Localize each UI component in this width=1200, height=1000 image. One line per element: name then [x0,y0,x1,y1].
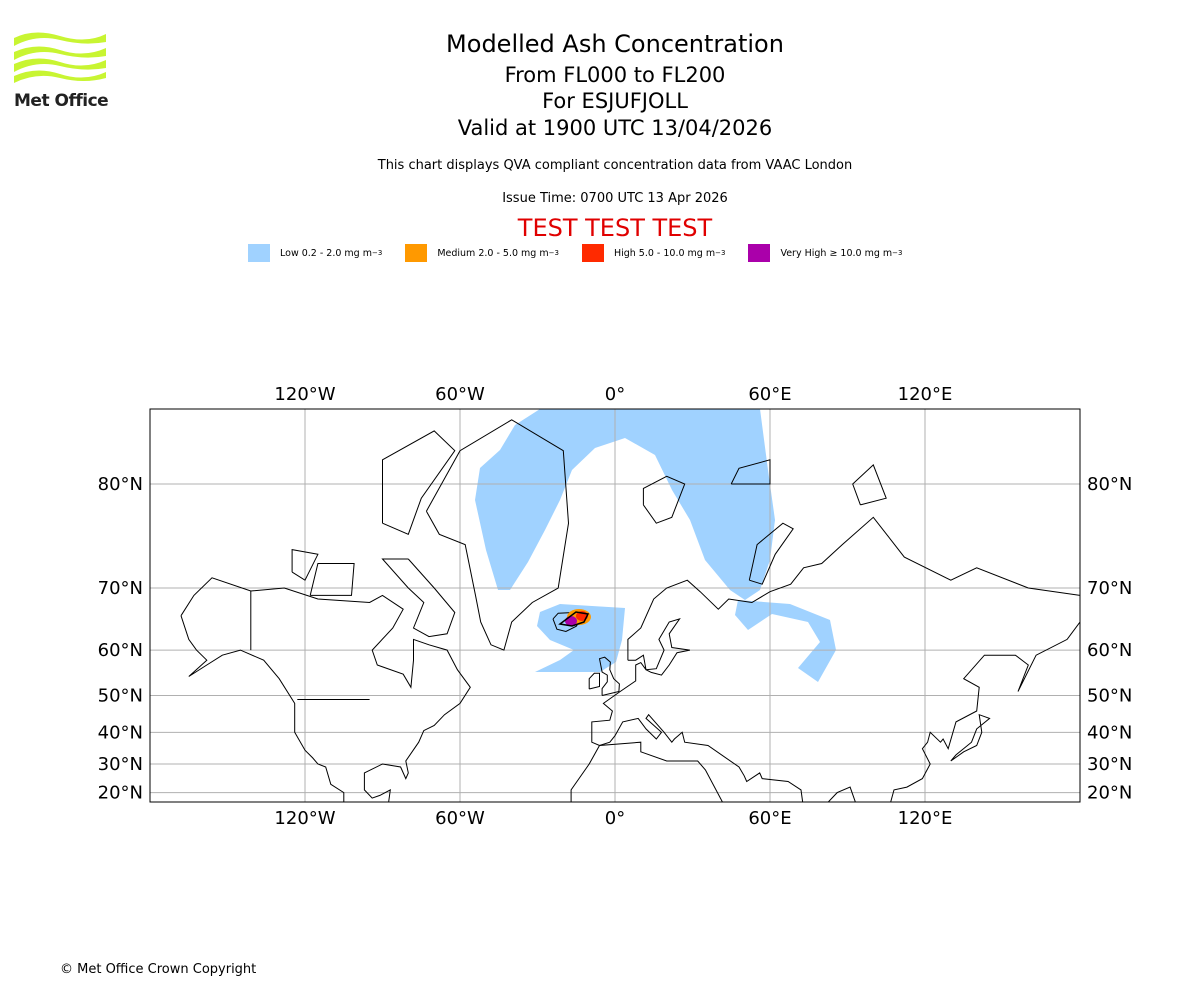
legend-unit-exponent: −3 [548,249,559,257]
latitude-label: 60°N [98,640,143,661]
coastlines [180,419,1080,802]
latitude-label: 60°N [1087,640,1132,661]
longitude-label: 0° [605,808,625,829]
copyright: © Met Office Crown Copyright [60,962,257,977]
met-office-logo-icon [14,32,106,83]
legend-item: Medium 2.0 - 5.0 mg m −3 [405,244,559,262]
latitude-label: 70°N [1087,578,1132,599]
high-concentration-area [558,609,591,627]
coastline [381,558,456,638]
legend-swatch [405,244,428,262]
coastline [425,419,570,651]
map-frame [149,408,1081,803]
ash-concentration-layer [475,409,836,682]
latitude-label: 40°N [98,722,143,743]
longitude-label: 120°W [274,384,335,405]
legend-item: High 5.0 - 10.0 mg m −3 [581,244,726,262]
axis-labels: 120°W 120°W 60°W 60°W 0° 0° 60°E 60°E 120°E 120°E… [98,384,1133,829]
latitude-label: 80°N [1087,474,1132,495]
latitude-label: 20°N [1087,783,1132,804]
latitude-label: 30°N [1087,754,1132,775]
volcano-name: For ESJUFJOLL [542,89,688,113]
legend-swatch [581,244,604,262]
coastline [382,430,456,535]
chart-title: Modelled Ash Concentration [446,30,784,58]
longitude-label: 60°E [748,384,791,405]
ash-low-area [475,409,775,600]
legend-unit-exponent: −3 [892,249,903,257]
flight-levels: From FL000 to FL200 [504,63,726,87]
latitude-label: 40°N [1087,722,1132,743]
latitude-label: 50°N [1087,686,1132,707]
valid-time: Valid at 1900 UTC 13/04/2026 [457,116,773,140]
coastline [852,464,887,506]
description: This chart displays QVA compliant concen… [377,158,853,173]
ash-low-area [735,600,836,682]
coastline [642,475,686,524]
coastline [309,563,355,596]
coastline [748,522,794,585]
legend-item: Very High ≥ 10.0 mg m −3 [748,244,902,262]
legend-unit-exponent: −3 [715,249,726,257]
longitude-label: 0° [605,384,625,405]
latitude-label: 70°N [98,578,143,599]
coastline [291,549,319,581]
legend-label: Very High ≥ 10.0 mg m [780,247,893,259]
longitude-label: 60°W [435,808,485,829]
legend-item: Low 0.2 - 2.0 mg m −3 [248,244,382,262]
legend-unit-exponent: −3 [372,249,383,257]
coastline [591,516,1080,802]
volcano-source-outline [558,611,590,627]
coastline [588,672,600,690]
coastline [950,713,991,762]
latitude-label: 50°N [98,686,143,707]
legend-label: Low 0.2 - 2.0 mg m [280,247,372,259]
legend-label: High 5.0 - 10.0 mg m [613,247,716,259]
coastline [180,577,471,802]
longitude-label: 120°E [898,384,953,405]
latitude-label: 30°N [98,754,143,775]
longitude-label: 120°W [274,808,335,829]
longitude-label: 60°W [435,384,485,405]
logo-text: Met Office [14,91,109,111]
legend-label: Medium 2.0 - 5.0 mg m [437,247,549,259]
ash-low-area [535,604,625,672]
coastline [730,459,771,485]
issue-time: Issue Time: 0700 UTC 13 Apr 2026 [502,191,728,206]
legend: Low 0.2 - 2.0 mg m −3 Medium 2.0 - 5.0 mg … [248,244,925,262]
legend-swatch [748,244,771,262]
latitude-label: 20°N [98,783,143,804]
longitude-label: 120°E [898,808,953,829]
coastline [598,656,620,696]
latitude-label: 80°N [98,474,143,495]
coastline [570,741,724,802]
legend-swatch [248,244,270,262]
test-banner: TEST TEST TEST [517,214,713,242]
gridlines [150,409,1080,802]
longitude-label: 60°E [748,808,791,829]
